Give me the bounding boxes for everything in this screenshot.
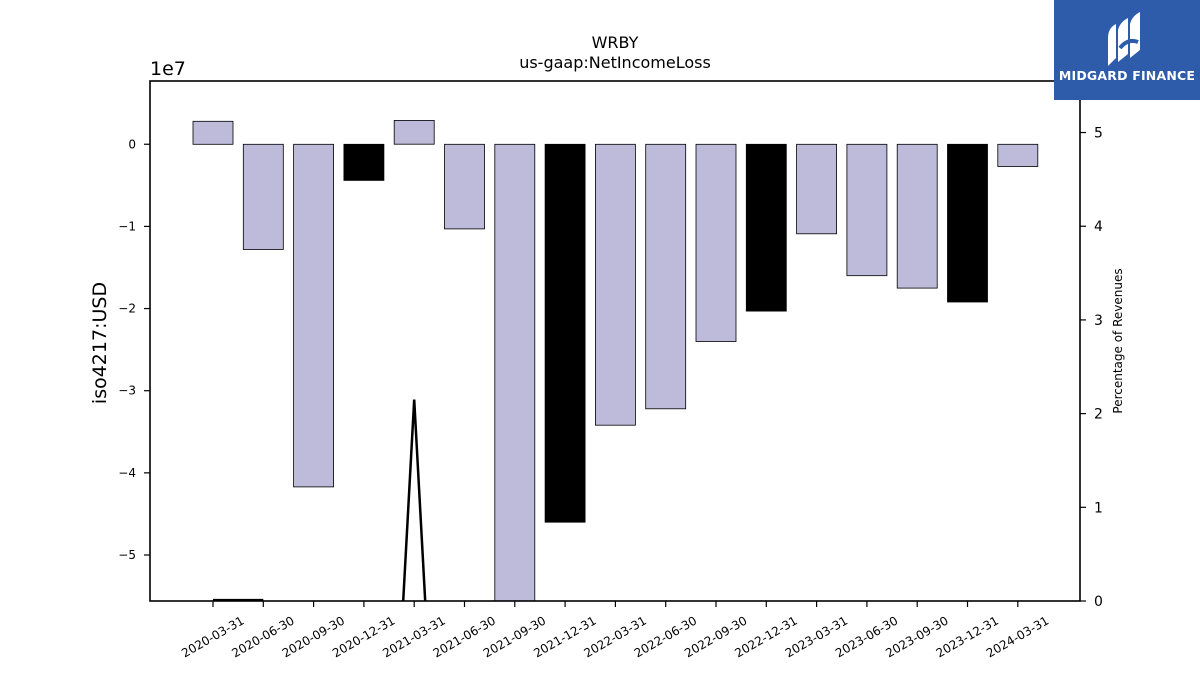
bar-2020-12-31 [343, 143, 385, 181]
brand-logo: MIDGARD FINANCE [1054, 0, 1200, 100]
y-axis-label: iso4217:USD [89, 282, 111, 404]
bar-2022-12-31 [745, 143, 787, 312]
y2-axis-label: Percentage of Revenues [1111, 268, 1125, 413]
y2-tick-label: 3 [1094, 313, 1103, 329]
y-scale-label: 1e7 [150, 58, 186, 80]
y-tick-label: −1 [118, 219, 136, 233]
bar-2023-06-30 [846, 143, 888, 277]
bar-2020-03-31 [192, 120, 234, 145]
bar-2024-03-31 [997, 143, 1039, 167]
bar-2023-03-31 [796, 143, 837, 235]
bar-2020-06-30 [242, 143, 284, 250]
y2-tick-label: 5 [1094, 126, 1103, 142]
bars-group [192, 120, 1039, 602]
y-tick-label: −2 [118, 302, 136, 316]
y2-tick-label: 0 [1094, 594, 1103, 610]
y2-tick-label: 2 [1094, 407, 1103, 423]
chart-title: WRBY [592, 33, 639, 52]
chart-subtitle: us-gaap:NetIncomeLoss [519, 53, 711, 72]
bar-2020-09-30 [293, 143, 335, 488]
bar-2021-09-30 [494, 143, 536, 602]
midgard-logo-icon [1108, 12, 1140, 66]
bar-2023-09-30 [896, 143, 938, 289]
bar-2022-03-31 [595, 143, 636, 426]
y-tick-label: −4 [118, 466, 136, 480]
brand-name: MIDGARD FINANCE [1058, 68, 1196, 83]
y-tick-label: −3 [118, 384, 136, 398]
bar-2023-12-31 [947, 143, 988, 303]
y2-tick-label: 1 [1094, 500, 1103, 516]
line-peak-1 [401, 399, 427, 602]
line-series-group [213, 399, 427, 602]
bar-2021-06-30 [444, 143, 485, 230]
bar-2022-06-30 [645, 143, 687, 410]
y-tick-label: 0 [128, 137, 136, 151]
bar-2021-03-31 [393, 120, 435, 145]
bar-2022-09-30 [695, 143, 737, 342]
y2-tick-label: 4 [1094, 219, 1103, 235]
bar-2021-12-31 [544, 143, 586, 523]
y-tick-label: −5 [118, 548, 136, 562]
